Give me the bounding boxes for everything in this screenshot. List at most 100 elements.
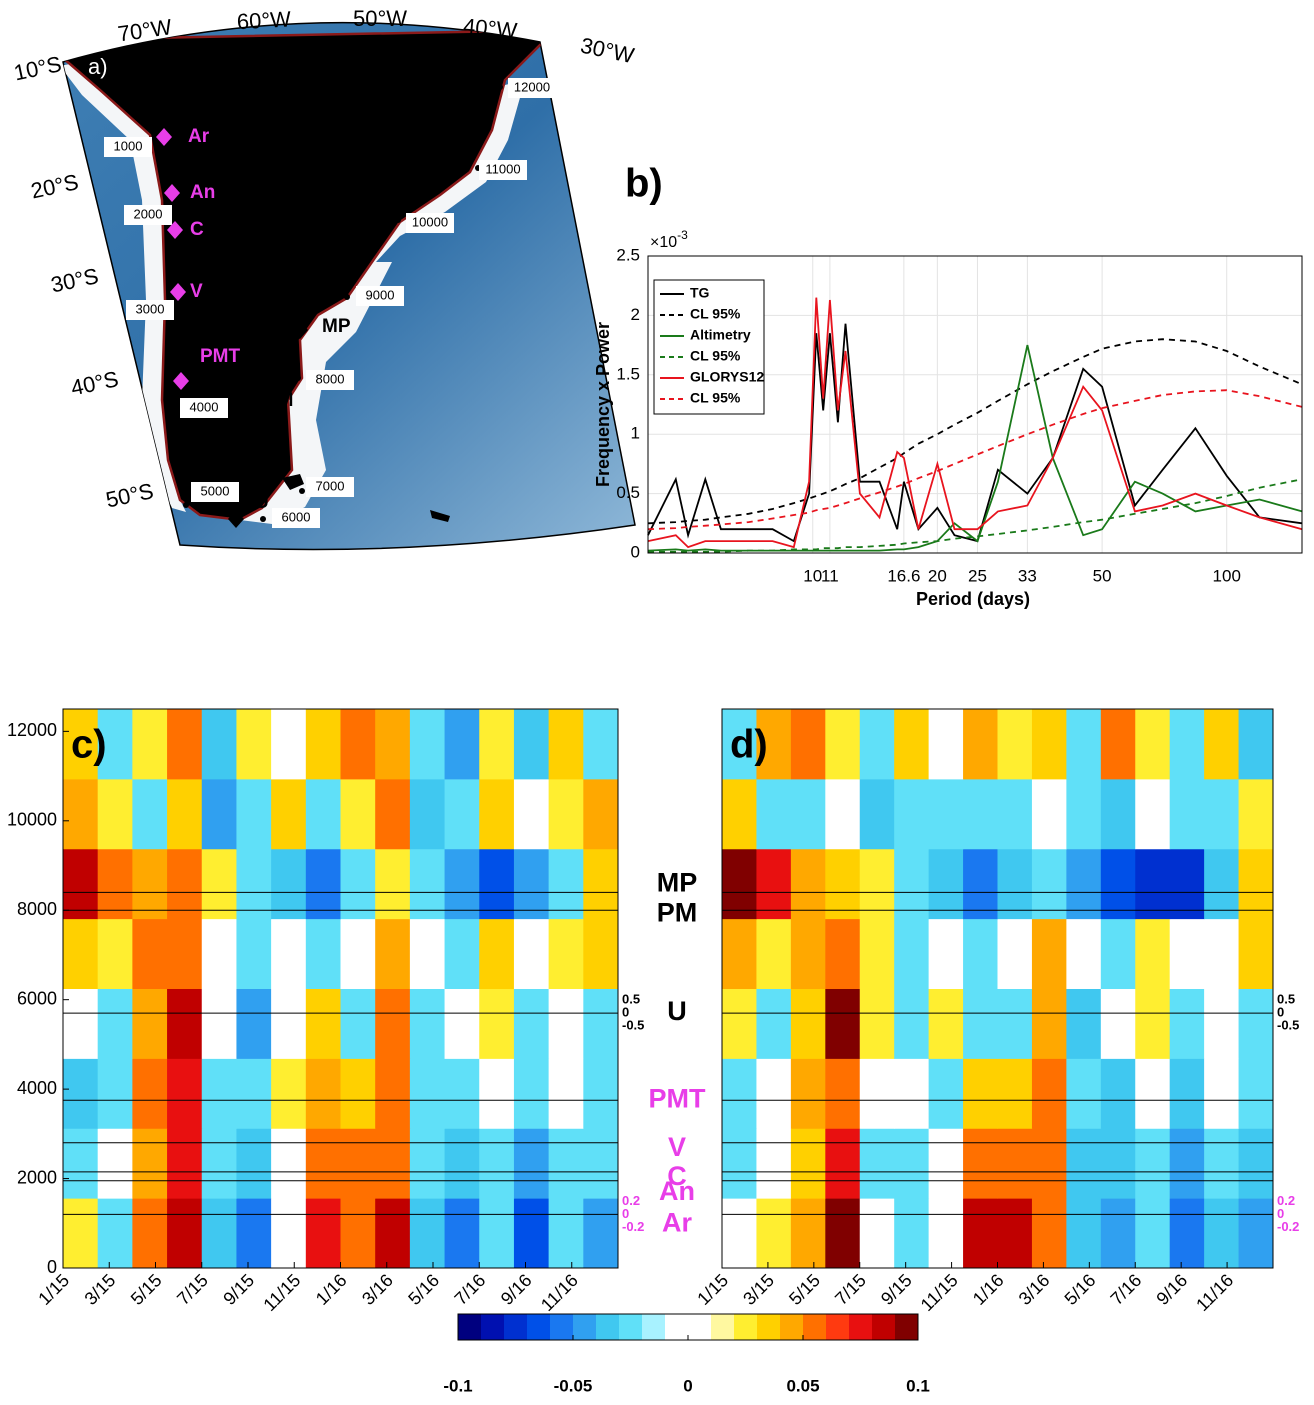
heatmap-cell	[997, 1128, 1033, 1199]
station-label: V	[190, 281, 203, 302]
x-tick-label: 33	[1018, 566, 1037, 585]
legend-label: CL 95%	[690, 390, 741, 406]
distance-marker	[295, 375, 301, 381]
distance-label-box	[126, 300, 174, 320]
x-tick-label: 3/15	[81, 1270, 120, 1309]
heatmap-cell	[167, 918, 203, 989]
heatmap-cell	[132, 1128, 168, 1199]
heatmap-cell	[132, 918, 168, 989]
heatmap-cell	[722, 1198, 757, 1269]
heatmap-cell	[548, 1058, 584, 1129]
heatmap-cell	[305, 1198, 341, 1269]
heatmap-cell	[997, 1058, 1033, 1129]
heatmap-cell	[1169, 988, 1205, 1059]
colorbar-tick-label: 0.1	[906, 1376, 930, 1395]
heatmap-cell	[305, 778, 341, 850]
colorbar-cell	[849, 1314, 873, 1340]
distance-label-box	[406, 213, 454, 233]
map-island	[282, 474, 304, 490]
heatmap-cell	[790, 918, 826, 989]
heatmap-cell	[479, 918, 515, 989]
heatmap-cell	[479, 1128, 515, 1199]
heatmap-cell	[271, 988, 307, 1059]
heatmap-cell	[1204, 778, 1240, 850]
heatmap-cell	[790, 1198, 826, 1269]
colorbar-tick-label: 0.05	[786, 1376, 819, 1395]
heatmap-cell	[340, 848, 376, 920]
colorbar-cell	[573, 1314, 597, 1340]
exponent-base: ×10	[650, 234, 677, 251]
heatmap-cell	[1135, 918, 1171, 989]
distance-label: 5000	[201, 483, 230, 498]
heatmap-cell	[340, 778, 376, 850]
distance-label: 4000	[190, 399, 219, 414]
distance-label-box	[479, 160, 527, 180]
heatmap-cell	[894, 778, 930, 850]
heatmap-cell	[894, 848, 930, 920]
heatmap-cell	[409, 778, 446, 850]
distance-label-box	[180, 398, 228, 418]
distance-marker	[344, 294, 350, 300]
station-marker	[167, 221, 183, 239]
heatmap-cell	[513, 778, 550, 850]
x-tick-label: 25	[968, 566, 987, 585]
heatmap-cell	[825, 1058, 861, 1129]
panel-label: b)	[625, 162, 663, 206]
series-line	[647, 297, 1303, 549]
x-tick-label: 7/15	[831, 1270, 870, 1309]
y-tick-label: 2000	[17, 1167, 57, 1187]
station-marker	[164, 184, 180, 202]
heatmap-cell	[97, 1198, 133, 1269]
heatmap-cell	[790, 848, 826, 920]
x-tick-label: 3/16	[1015, 1270, 1054, 1309]
heatmap-cell	[340, 1198, 376, 1269]
map-panel	[62, 21, 636, 551]
heatmap-cell	[859, 1058, 895, 1129]
heatmap-cell	[1100, 778, 1136, 850]
heatmap-cell	[236, 709, 272, 780]
heatmap-cell	[1169, 778, 1205, 850]
heatmap-cell	[201, 1128, 237, 1199]
heatmap-cell	[201, 709, 237, 780]
heatmap-cell	[271, 1198, 307, 1269]
heatmap-cell	[928, 709, 964, 780]
station-label: U	[255, 492, 269, 513]
heatmap-cell	[722, 1128, 757, 1199]
heatmap-cell	[513, 988, 550, 1059]
heatmap-cell	[583, 778, 619, 850]
heatmap-cell	[548, 778, 584, 850]
heatmap-cell	[97, 988, 133, 1059]
heatmap-cell	[894, 988, 930, 1059]
colorbar-cell	[481, 1314, 505, 1340]
trace-scale-label: -0.2	[622, 1219, 644, 1234]
heatmap-cell	[409, 709, 446, 780]
heatmap-cell	[513, 918, 550, 989]
heatmap-cell	[444, 988, 480, 1059]
axes-frame	[647, 255, 1303, 554]
heatmap-cell	[1100, 918, 1136, 989]
heatmap-cell	[132, 848, 168, 920]
distance-label: 3000	[136, 301, 165, 316]
heatmap-cell	[479, 988, 515, 1059]
heatmap-cell	[790, 1058, 826, 1129]
heatmap-cell	[167, 1128, 203, 1199]
colorbar-cell	[688, 1314, 712, 1340]
heatmap-cell	[444, 709, 480, 780]
heatmap-cell	[1135, 988, 1171, 1059]
heatmap-cell	[790, 778, 826, 850]
heatmap-cell	[63, 848, 99, 920]
heatmap-cell	[1135, 778, 1171, 850]
heatmap-cell	[479, 709, 515, 780]
heatmap-cell	[1066, 1058, 1102, 1129]
heatmap-cell	[97, 848, 133, 920]
heatmap-cell	[375, 988, 411, 1059]
heatmap-cell	[1204, 918, 1240, 989]
legend-label: TG	[690, 285, 710, 301]
heatmap-cell	[444, 848, 480, 920]
latitude-label: 40°S	[69, 366, 121, 400]
heatmap-cell	[1204, 1198, 1240, 1269]
x-tick-label: 9/15	[219, 1270, 258, 1309]
heatmap-cell	[271, 1058, 307, 1129]
heatmap-cell	[201, 1198, 237, 1269]
colorbar-cell	[642, 1314, 666, 1340]
